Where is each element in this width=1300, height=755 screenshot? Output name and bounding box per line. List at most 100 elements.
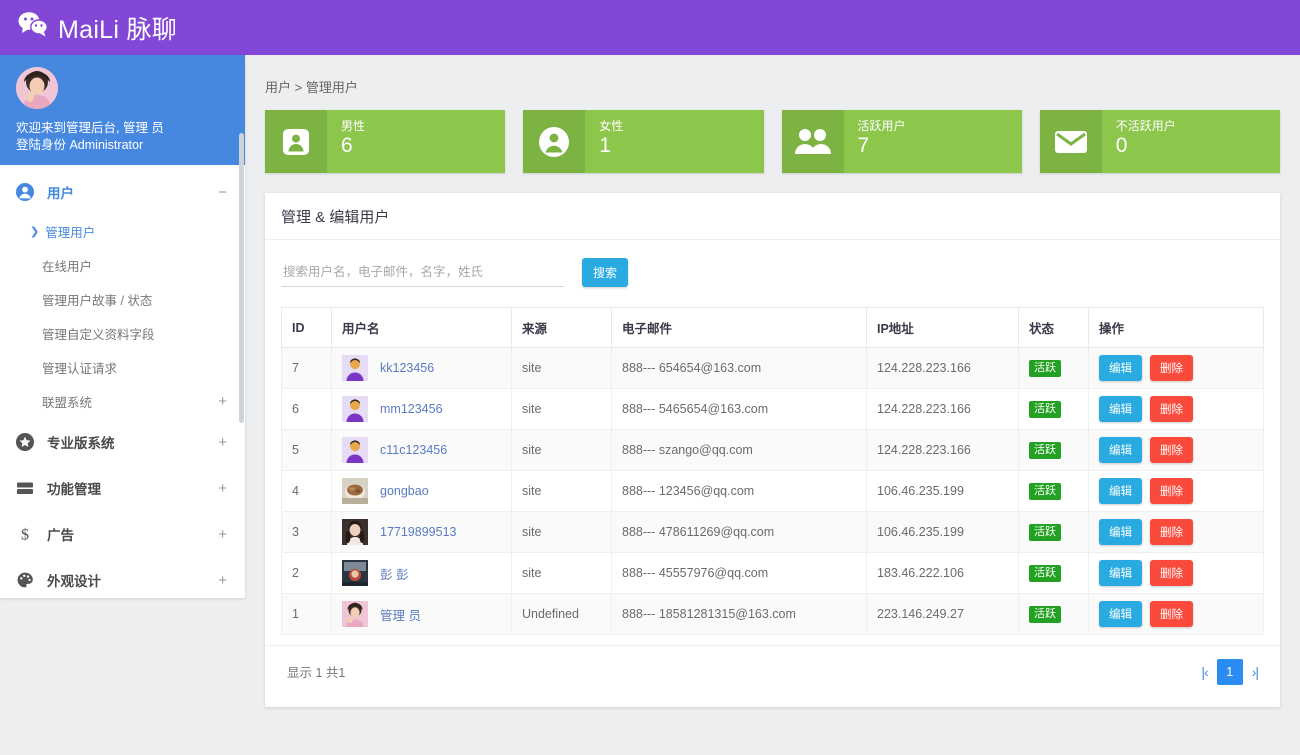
cell-source: site: [511, 429, 612, 471]
avatar-purple-male: [342, 437, 368, 463]
cell-id: 4: [281, 470, 332, 512]
delete-button[interactable]: 删除: [1150, 355, 1193, 381]
stat-card-inactive-users-text: 不活跃用户 0: [1102, 110, 1176, 173]
cell-email: 888--- 478611269@qq.com: [611, 511, 867, 553]
breadcrumb: 用户 > 管理用户: [265, 80, 358, 95]
avatar-purple-male: [342, 355, 368, 381]
expand-toggle-ads[interactable]: +: [218, 525, 227, 543]
sidebar-item-affiliate-system[interactable]: 联盟系统 +: [0, 387, 245, 415]
edit-button[interactable]: 编辑: [1099, 519, 1142, 545]
avatar-purple-male: [342, 396, 368, 422]
users-panel: 管理 & 编辑用户 搜索 ID 用户名 来源 电子邮件 IP地址: [265, 193, 1280, 707]
stat-card-active-users-text: 活跃用户 7: [844, 110, 906, 173]
edit-button[interactable]: 编辑: [1099, 560, 1142, 586]
cell-status: 活跃: [1018, 511, 1089, 553]
delete-button[interactable]: 删除: [1150, 519, 1193, 545]
page-number-1[interactable]: 1: [1216, 658, 1243, 685]
sidebar-scrollbar[interactable]: [239, 133, 244, 423]
first-page-button[interactable]: |‹: [1201, 663, 1208, 680]
cell-username: c11c123456: [331, 429, 512, 471]
cell-username: gongbao: [331, 470, 512, 512]
cell-source: site: [511, 470, 612, 512]
stat-card-active-users-label: 活跃用户: [857, 119, 906, 133]
search-button[interactable]: 搜索: [582, 258, 629, 287]
username-link[interactable]: 17719899513: [380, 525, 457, 539]
delete-button[interactable]: 删除: [1150, 437, 1193, 463]
cell-actions: 编辑 删除: [1088, 511, 1264, 553]
sidebar-item-online-users[interactable]: 在线用户: [0, 251, 245, 279]
status-badge: 活跃: [1029, 441, 1061, 459]
sidebar-item-ads[interactable]: $ 广告 +: [0, 515, 245, 553]
table-row: 5 c11c123456 site 888--- szango@qq.com 124.2…: [281, 429, 1264, 471]
sidebar-item-users[interactable]: 用户 −: [0, 173, 245, 211]
user-circle-filled-icon: [523, 110, 586, 173]
expand-toggle-appearance[interactable]: +: [218, 571, 227, 589]
delete-button[interactable]: 删除: [1150, 601, 1193, 627]
search-input[interactable]: [281, 261, 564, 287]
cell-id: 5: [281, 429, 332, 471]
stat-card-male-value: 6: [341, 134, 353, 157]
cell-source: site: [511, 388, 612, 430]
pagination: |‹ 1 ›|: [1201, 658, 1259, 685]
palette-icon: [14, 571, 36, 589]
stat-card-female: 女性 1: [523, 110, 764, 173]
delete-button[interactable]: 删除: [1150, 396, 1193, 422]
brand-title: MaiLi 脉聊: [58, 15, 178, 44]
stat-card-female-text: 女性 1: [585, 110, 623, 173]
sidebar-item-custom-fields[interactable]: 管理自定义资料字段: [0, 319, 245, 347]
table-row: 2 彭 彭 site 888--- 45557976@qq.com 183.46.222…: [281, 552, 1264, 594]
sidebar-item-verification-requests[interactable]: 管理认证请求: [0, 353, 245, 381]
sidebar-item-feature-manage[interactable]: 功能管理 +: [0, 469, 245, 507]
cell-actions: 编辑 删除: [1088, 429, 1264, 471]
edit-button[interactable]: 编辑: [1099, 437, 1142, 463]
panel-footer: 显示 1 共1 |‹ 1 ›|: [265, 645, 1280, 697]
cell-status: 活跃: [1018, 470, 1089, 512]
edit-button[interactable]: 编辑: [1099, 478, 1142, 504]
users-table-head: ID 用户名 来源 电子邮件 IP地址 状态 操作: [281, 307, 1264, 348]
username-link[interactable]: mm123456: [380, 402, 443, 416]
username-link[interactable]: gongbao: [380, 484, 429, 498]
cell-actions: 编辑 删除: [1088, 593, 1264, 635]
cell-status: 活跃: [1018, 429, 1089, 471]
edit-button[interactable]: 编辑: [1099, 396, 1142, 422]
table-row: 1 管理 员 Undefined 888--- 18581281315@163.com…: [281, 593, 1264, 635]
sidebar-item-pro-system[interactable]: 专业版系统 +: [0, 423, 245, 461]
username-link[interactable]: 管理 员: [380, 608, 421, 623]
username-link[interactable]: 彭 彭: [380, 567, 409, 582]
welcome-line-1: 欢迎来到管理后台, 管理 员: [16, 121, 164, 135]
cell-source: site: [511, 511, 612, 553]
sidebar-item-manage-users-label: 管理用户: [45, 225, 96, 240]
delete-button[interactable]: 删除: [1150, 478, 1193, 504]
cell-status: 活跃: [1018, 347, 1089, 389]
avatar[interactable]: [16, 67, 58, 109]
sidebar-item-custom-fields-label: 管理自定义资料字段: [42, 327, 155, 342]
expand-toggle-pro-system[interactable]: +: [218, 433, 227, 451]
stat-card-active-users-value: 7: [857, 134, 870, 157]
brand-logo[interactable]: MaiLi 脉聊: [0, 10, 177, 46]
cell-username: mm123456: [331, 388, 512, 430]
username-link[interactable]: kk123456: [380, 361, 435, 375]
last-page-button[interactable]: ›|: [1251, 663, 1259, 680]
status-badge: 活跃: [1029, 400, 1061, 418]
user-circle-icon: [14, 183, 36, 201]
users-table-body: 7 kk123456 site 888--- 654654@163.com 124.22…: [281, 347, 1264, 635]
expand-toggle-affiliate[interactable]: +: [218, 392, 227, 410]
sidebar-item-manage-users[interactable]: ❯ 管理用户: [0, 217, 245, 245]
edit-button[interactable]: 编辑: [1099, 355, 1142, 381]
column-username: 用户名: [331, 307, 512, 348]
sidebar-group-users: 用户 − ❯ 管理用户 在线用户 管理用户故事 / 状态 管理自定义资料字段 管…: [0, 173, 245, 415]
column-id: ID: [281, 307, 332, 348]
username-link[interactable]: c11c123456: [380, 443, 448, 457]
status-badge: 活跃: [1029, 482, 1061, 500]
cell-actions: 编辑 删除: [1088, 388, 1264, 430]
showing-count: 显示 1 共1: [287, 666, 346, 680]
cell-ip: 106.46.235.199: [866, 470, 1019, 512]
cell-id: 7: [281, 347, 332, 389]
sidebar-item-user-stories[interactable]: 管理用户故事 / 状态: [0, 285, 245, 313]
expand-toggle-feature-manage[interactable]: +: [218, 479, 227, 497]
collapse-toggle-users[interactable]: −: [218, 183, 227, 201]
edit-button[interactable]: 编辑: [1099, 601, 1142, 627]
delete-button[interactable]: 删除: [1150, 560, 1193, 586]
sidebar-item-appearance[interactable]: 外观设计 +: [0, 561, 245, 598]
avatar-photo-pink: [342, 601, 368, 627]
